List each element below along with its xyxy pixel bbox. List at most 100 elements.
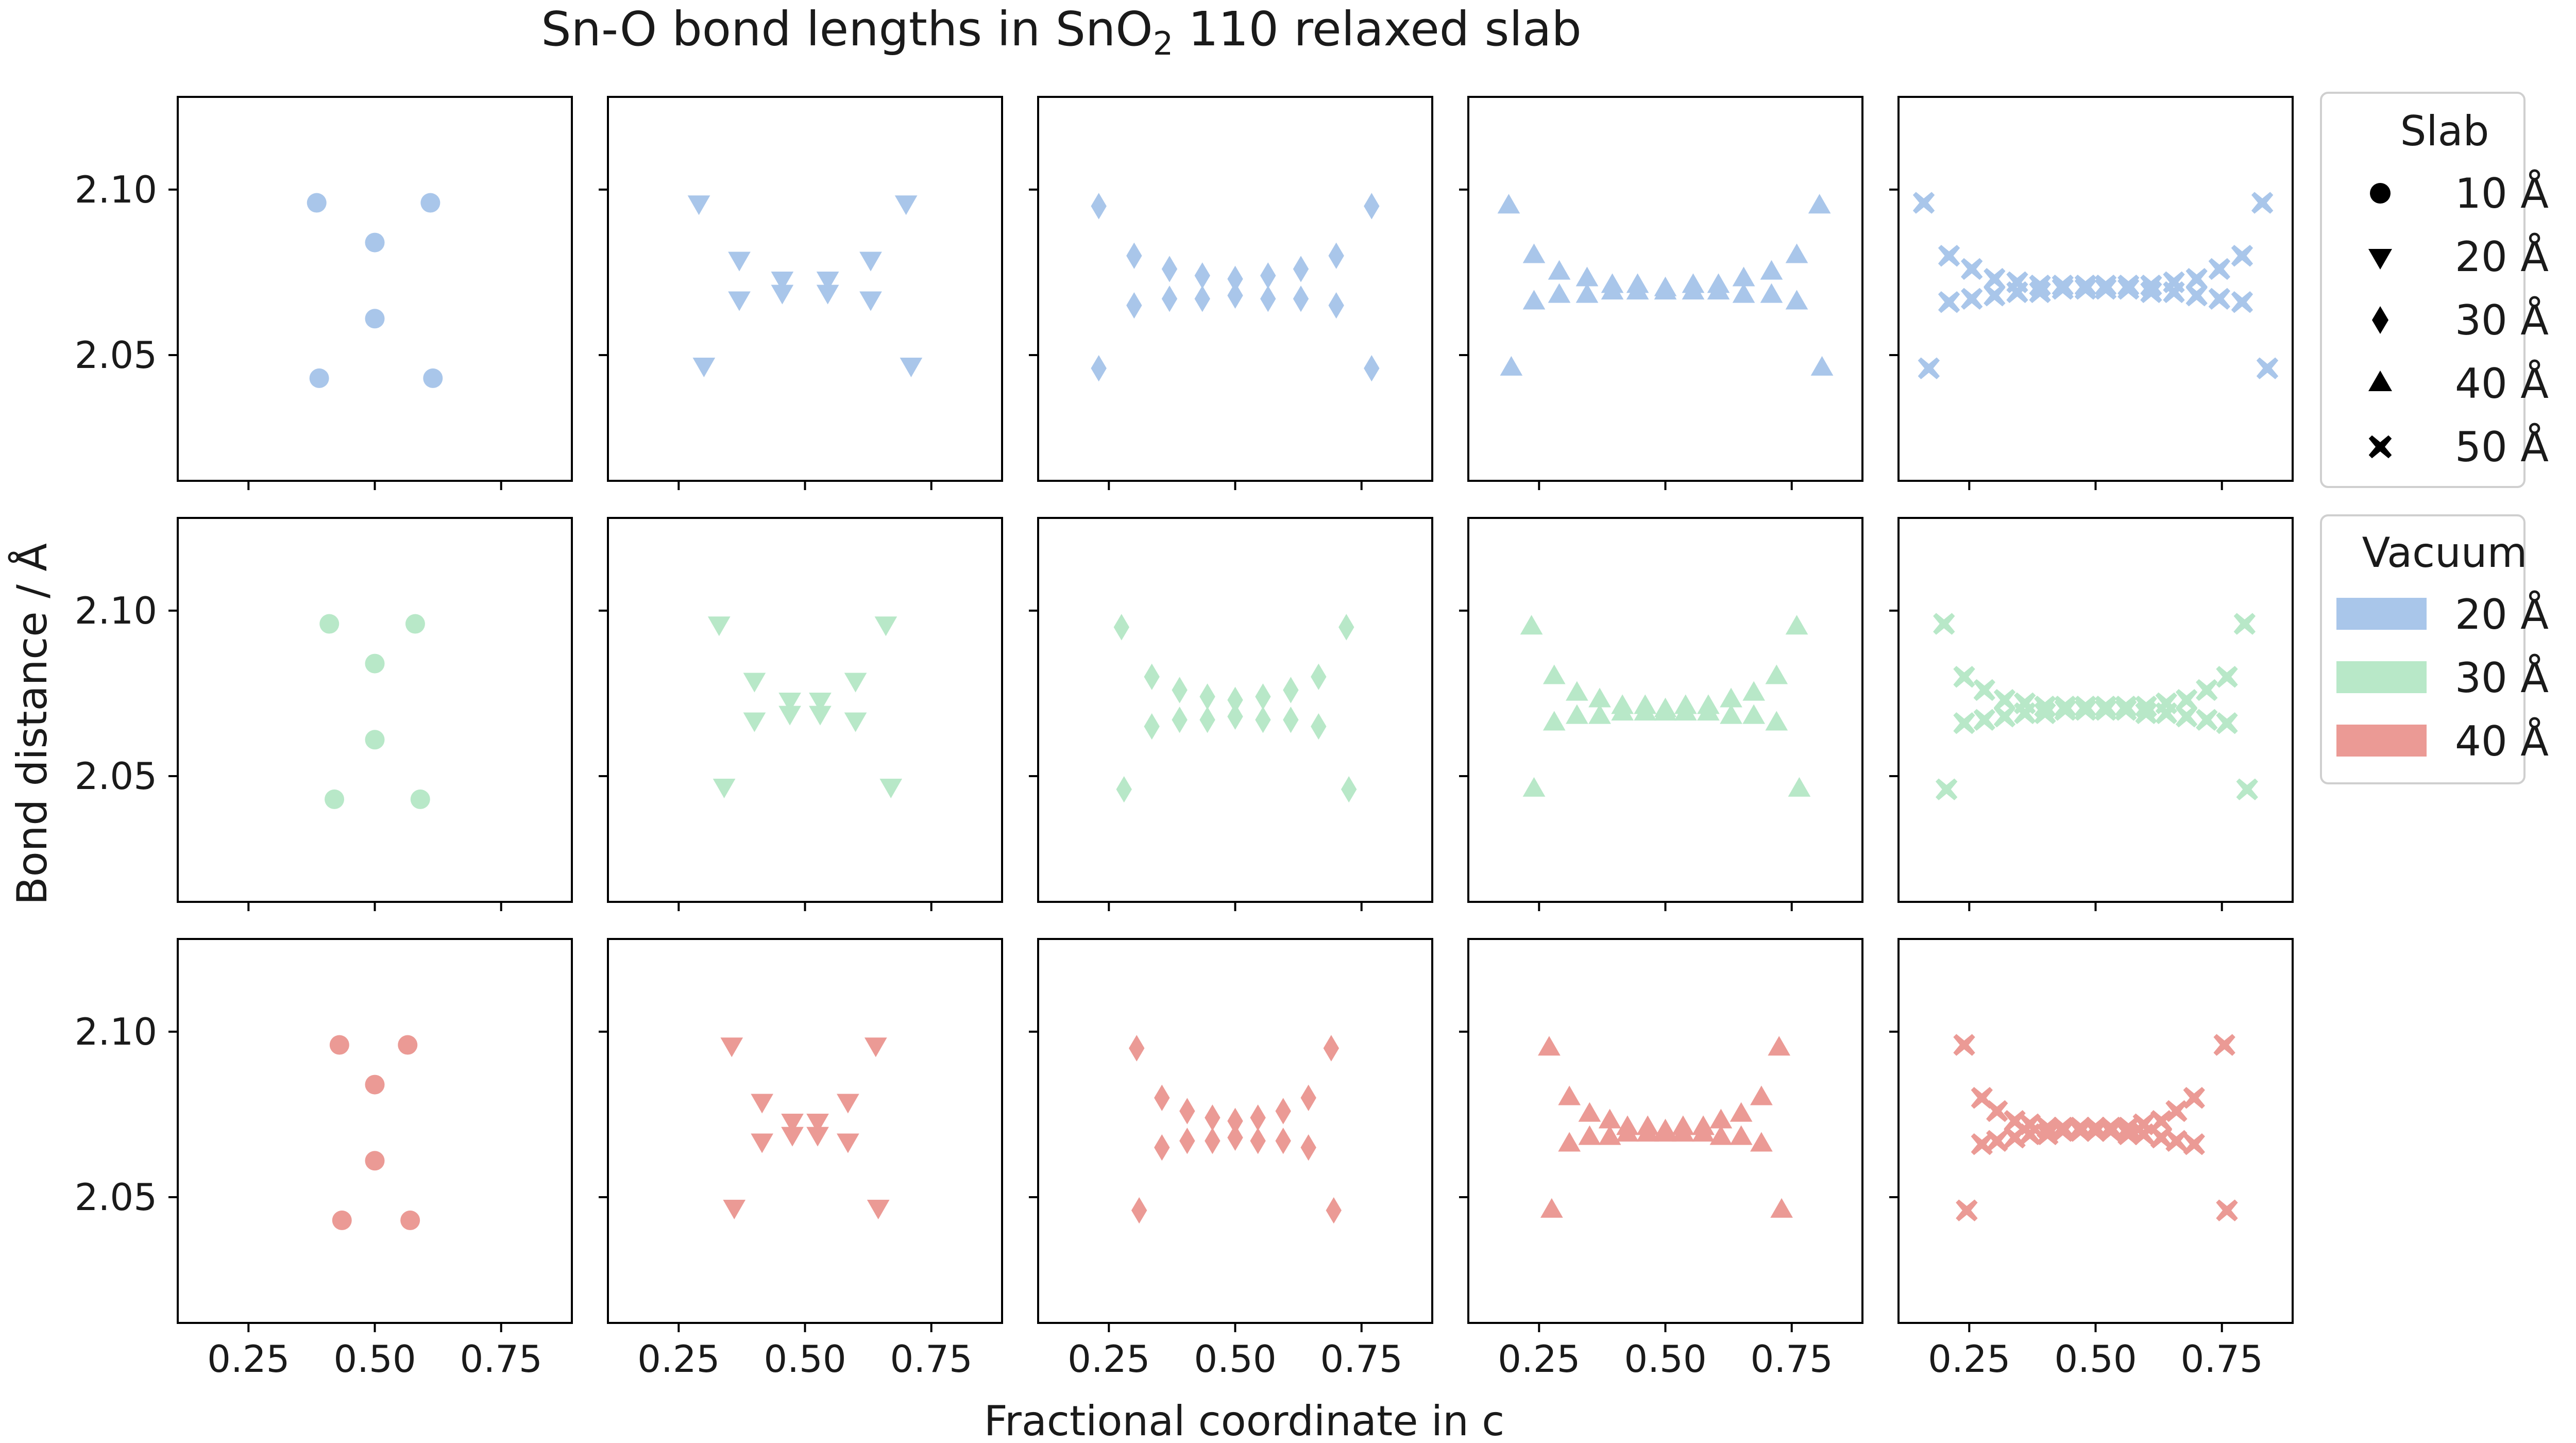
x-tick-label: 0.25 [207,1337,290,1381]
x-tick-label: 0.75 [1320,1337,1403,1381]
panel-frame [177,517,573,903]
data-point [1154,1084,1170,1111]
legend-swatch-v40 [2336,725,2427,757]
data-point [2074,278,2097,300]
data-point [1785,243,1808,263]
data-point [2135,702,2157,725]
data-point [1113,614,1130,641]
data-point [1935,778,1958,800]
data-point [2019,1123,2041,1146]
data-point [1750,1085,1773,1105]
y-tick-label: 2.10 [75,168,157,211]
data-point [1326,1197,1342,1224]
data-point [1205,1104,1221,1131]
data-point [1323,1035,1340,1062]
legend-slab-label: 40 Å [2455,359,2549,408]
y-tick-label: 2.05 [75,1176,157,1219]
data-point [1765,664,1788,684]
data-point [816,271,839,291]
data-point [1199,707,1215,733]
data-point [1338,614,1354,641]
data-point [1091,355,1107,382]
panel-r1-c2 [599,96,1003,490]
panel-r1-c3 [1029,96,1433,490]
data-point [1742,704,1765,724]
data-point [1364,355,1380,382]
legend-marker-diamond [2372,306,2388,334]
data-point [707,616,731,636]
data-point [728,251,751,272]
x-tick-label: 0.50 [1624,1337,1706,1381]
data-point [1933,613,1955,635]
data-point [332,1210,352,1230]
data-point [1194,262,1210,289]
data-point [1984,284,2006,307]
x-tick-label: 0.75 [890,1337,973,1381]
data-point [1697,701,1720,721]
legend-vacuum-label: 20 Å [2455,590,2549,639]
panel-r2-c3 [1029,517,1433,911]
data-point [1732,266,1755,287]
legend-slab-label: 10 Å [2455,169,2549,217]
legend-vacuum-frame [2320,514,2526,784]
data-point [1634,701,1657,721]
data-point [1227,265,1243,292]
data-point [1293,256,1309,282]
data-point [2117,1123,2140,1146]
data-point [2175,689,2198,711]
data-point [1129,1035,1145,1062]
x-tick-label: 0.50 [2054,1337,2137,1381]
data-point [1785,615,1808,635]
data-point [806,1113,829,1133]
x-tick-label: 0.50 [764,1337,846,1381]
data-point [1522,777,1546,797]
data-point [2099,1120,2122,1142]
data-point [1131,1197,1147,1224]
panel-r3-c2: 0.25 0.50 0.75 [599,938,1003,1381]
data-point [751,1094,773,1114]
data-point [1172,677,1188,703]
data-point [2029,274,2051,297]
data-point [1788,777,1811,797]
data-point [365,232,385,253]
data-point [2183,1133,2205,1155]
data-point [743,673,766,693]
data-point [1654,280,1677,300]
data-point [743,712,766,732]
data-point [1311,663,1327,690]
data-point [1986,1130,2008,1152]
data-point [1588,704,1611,724]
data-point [2006,281,2028,304]
data-point [1709,1125,1733,1145]
panel-grid: 2.052.102.052.100.25 0.50 0.752.052.100.25… [75,96,2294,1381]
data-point [809,692,832,712]
data-point [1918,357,1940,379]
data-point [1091,193,1107,220]
data-point [398,1035,418,1055]
data-point [771,271,794,291]
data-point [1540,1198,1563,1218]
data-point [1682,280,1705,300]
data-point [365,1151,385,1171]
data-point [1227,1124,1243,1151]
data-point [1578,1125,1601,1145]
panel-r3-c3: 0.25 0.50 0.75 [1029,938,1433,1381]
data-point [2236,778,2258,800]
x-tick-label: 0.50 [333,1337,416,1381]
data-point [1984,268,2006,290]
data-point [2054,699,2076,721]
legend-vacuum-title: Vacuum [2362,529,2528,577]
data-point [2140,281,2162,304]
data-point [1626,280,1649,300]
panel-r2-c2 [599,517,1003,911]
data-point [2185,284,2208,307]
data-point [1575,283,1599,303]
data-point [1497,194,1520,214]
x-axis-label: Fractional coordinate in c [984,1397,1504,1443]
data-point [1742,681,1765,701]
legend-marker-triangle-down [2368,249,2392,270]
data-point [1730,1125,1753,1145]
data-point [2034,702,2056,725]
data-point [1636,1122,1659,1142]
